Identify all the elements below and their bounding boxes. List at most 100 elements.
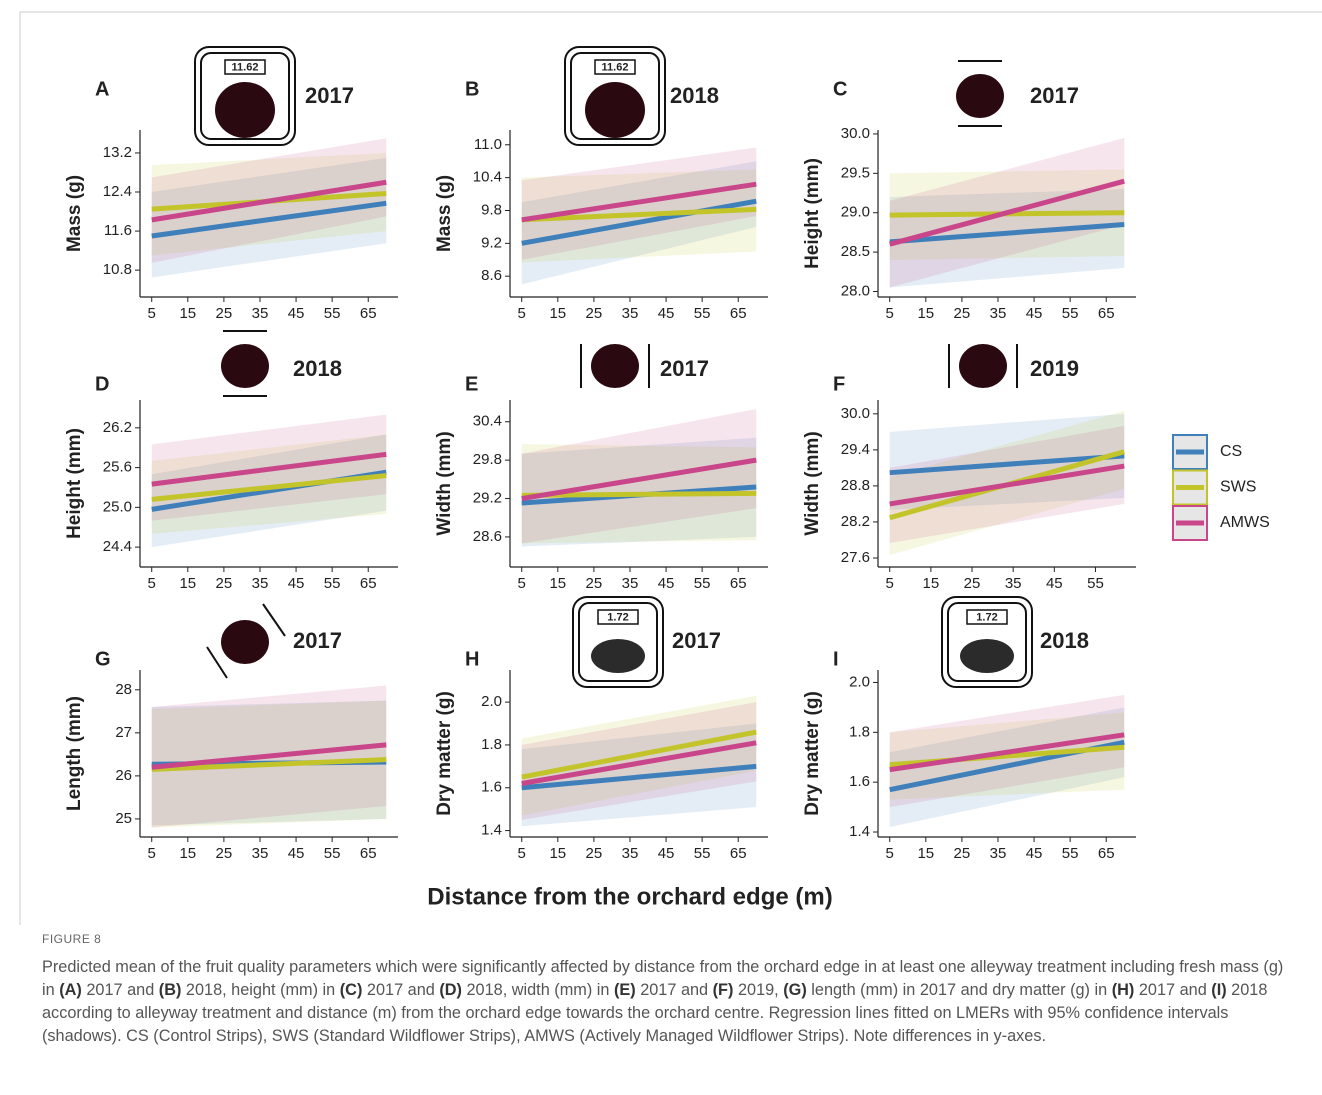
x-tick-label: 65 <box>730 845 747 862</box>
x-tick-label: 5 <box>886 575 894 592</box>
icon-label: 1.72 <box>607 611 628 623</box>
icon-display <box>597 609 639 625</box>
x-tick-label: 35 <box>252 305 269 322</box>
regression-line <box>151 742 387 770</box>
caption-bold: (A) <box>59 981 82 999</box>
icon-frame-inner <box>200 52 290 140</box>
icon-frame <box>941 596 1033 688</box>
y-tick-label: 30.0 <box>841 405 870 422</box>
y-tick-label: 24.4 <box>103 538 132 555</box>
x-tick-label: 45 <box>1026 305 1043 322</box>
panel-letter: H <box>465 648 479 670</box>
regression-line <box>521 490 757 498</box>
y-axis-title: Width (mm) <box>434 431 455 535</box>
icon-frame-inner <box>570 52 660 140</box>
y-tick-label: 28.5 <box>841 243 870 260</box>
caption-text: 2017 and <box>81 981 159 999</box>
caption-bold: (I) <box>1211 981 1227 999</box>
y-tick-label: 29.2 <box>473 490 502 507</box>
icon-display <box>594 59 636 75</box>
icon-frame-inner <box>578 602 658 682</box>
panel-year: 2017 <box>293 628 342 653</box>
y-tick-label: 1.6 <box>481 779 502 796</box>
x-tick-label: 65 <box>730 575 747 592</box>
x-axis-title: Distance from the orchard edge (m) <box>427 883 832 910</box>
y-axis-title: Mass (g) <box>434 175 455 252</box>
y-tick-label: 29.5 <box>841 164 870 181</box>
y-tick-label: 12.4 <box>103 183 132 200</box>
panel-letter: E <box>465 373 478 395</box>
panel-letter: A <box>95 78 109 100</box>
x-tick-label: 5 <box>518 575 526 592</box>
confidence-band <box>521 408 757 544</box>
x-tick-label: 5 <box>886 845 894 862</box>
legend-label: CS <box>1220 443 1242 460</box>
y-tick-label: 9.2 <box>481 234 502 251</box>
regression-line <box>151 473 387 502</box>
x-tick-label: 5 <box>148 575 156 592</box>
y-tick-label: 13.2 <box>103 144 132 161</box>
y-tick-label: 28.0 <box>841 282 870 299</box>
x-tick-label: 45 <box>658 845 675 862</box>
x-tick-label: 25 <box>586 845 603 862</box>
icon-frame-inner <box>947 602 1027 682</box>
icon-label: 11.62 <box>232 61 259 73</box>
y-tick-label: 28.8 <box>841 477 870 494</box>
panel-year: 2017 <box>672 628 721 653</box>
x-tick-label: 15 <box>179 575 196 592</box>
y-axis-title: Height (mm) <box>64 428 85 539</box>
regression-line <box>151 757 387 772</box>
x-tick-label: 65 <box>360 845 377 862</box>
y-tick-label: 26.2 <box>103 419 132 436</box>
y-tick-label: 29.0 <box>841 204 870 221</box>
panel-year: 2017 <box>660 356 709 381</box>
caption-text: 2017 and <box>1134 981 1212 999</box>
caption-text: Predicted mean of the fruit quality para… <box>42 958 1284 999</box>
caption-bold: (D) <box>439 981 462 999</box>
icon-frame <box>194 46 296 146</box>
x-tick-label: 35 <box>990 845 1007 862</box>
x-tick-label: 25 <box>586 305 603 322</box>
x-tick-label: 5 <box>518 845 526 862</box>
panel-letter: F <box>833 373 845 395</box>
caption: Predicted mean of the fruit quality para… <box>42 956 1292 1048</box>
icon-fruit <box>591 639 645 673</box>
y-tick-label: 1.8 <box>849 723 870 740</box>
x-tick-label: 35 <box>622 305 639 322</box>
x-tick-label: 25 <box>216 305 233 322</box>
y-tick-label: 28 <box>115 681 132 698</box>
icon-bar <box>206 646 228 679</box>
x-tick-label: 25 <box>216 575 233 592</box>
x-tick-label: 45 <box>288 845 305 862</box>
y-tick-label: 1.4 <box>849 823 870 840</box>
x-tick-label: 45 <box>1046 575 1063 592</box>
y-tick-label: 1.8 <box>481 736 502 753</box>
figure-label: FIGURE 8 <box>42 932 102 946</box>
icon-fruit <box>221 620 269 664</box>
x-tick-label: 45 <box>658 305 675 322</box>
panel-year: 2017 <box>305 83 354 108</box>
x-tick-label: 55 <box>1087 575 1104 592</box>
x-tick-label: 65 <box>1098 845 1115 862</box>
x-tick-label: 55 <box>1062 845 1079 862</box>
x-tick-label: 45 <box>288 305 305 322</box>
caption-text: 2019, <box>733 981 784 999</box>
caption-bold: (E) <box>613 981 636 999</box>
y-tick-label: 28.2 <box>841 513 870 530</box>
y-tick-label: 25.0 <box>103 498 132 515</box>
y-tick-label: 30.0 <box>841 125 870 142</box>
y-tick-label: 29.4 <box>841 441 870 458</box>
y-tick-label: 1.4 <box>481 822 502 839</box>
panel-year: 2018 <box>1040 628 1089 653</box>
x-tick-label: 65 <box>360 305 377 322</box>
x-tick-label: 5 <box>148 845 156 862</box>
y-tick-label: 27.6 <box>841 549 870 566</box>
y-tick-label: 25.6 <box>103 459 132 476</box>
regression-line <box>151 179 387 223</box>
regression-line <box>889 463 1125 507</box>
y-tick-label: 11.0 <box>474 136 502 153</box>
x-tick-label: 25 <box>954 305 971 322</box>
x-tick-label: 55 <box>694 305 711 322</box>
regression-line <box>521 198 757 246</box>
